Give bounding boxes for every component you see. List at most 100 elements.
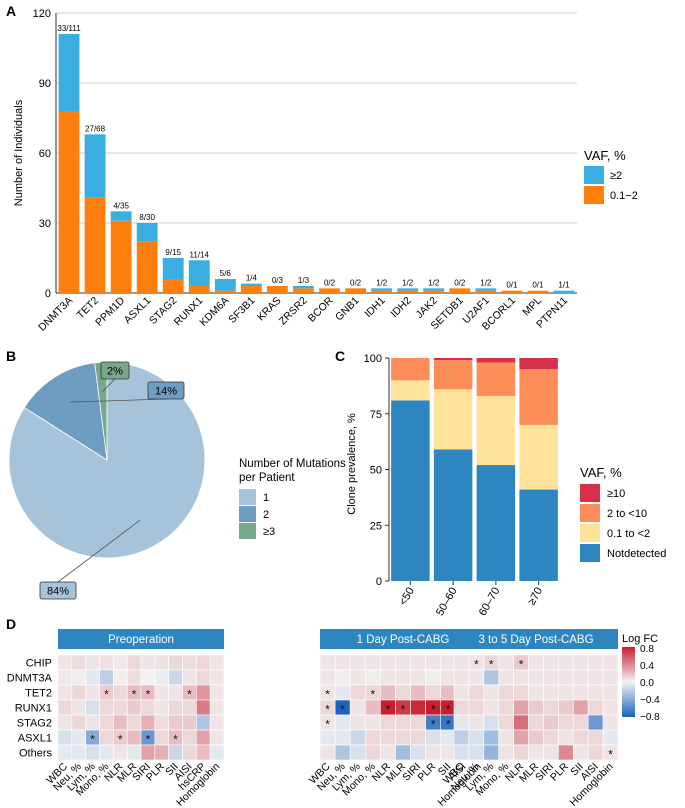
heatmap-cell [182, 654, 197, 671]
legend-title: Log FC [622, 633, 658, 645]
bar-high-vaf [475, 288, 497, 291]
stack-segment [391, 358, 430, 381]
heatmap-cell [364, 714, 381, 731]
heatmap-cell [71, 729, 86, 746]
legend-tick-1: 0.4 [640, 661, 654, 672]
heatmap-cell [113, 744, 128, 761]
heatmap-cell [543, 654, 559, 671]
bar-low-vaf [319, 288, 340, 293]
legend-swatch-1 [239, 489, 256, 505]
significance-star: * [474, 658, 479, 672]
bar-high-vaf [293, 286, 314, 289]
heatmap-cell [99, 669, 114, 686]
pie-leader-line [70, 398, 167, 403]
heatmap-cell [410, 654, 426, 671]
y-axis-label: Clone prevalence, % [346, 413, 358, 515]
heatmap-cell [380, 744, 396, 761]
heatmap-cell [558, 684, 574, 701]
heatmap-cell [395, 654, 411, 671]
heatmap-cell [440, 744, 457, 761]
vaf-legend: VAF, % ≥2 0.1−2 [584, 148, 638, 204]
heatmap-cell [209, 714, 225, 731]
heatmap-cell [182, 729, 197, 746]
heatmap-cell [425, 729, 442, 746]
panel-label-b: B [6, 348, 16, 364]
heatmap-cell [468, 744, 485, 761]
heatmap-cell [168, 744, 183, 761]
heatmap-cell [209, 744, 225, 761]
stack-segment [433, 449, 473, 581]
heatmap-cell [349, 714, 366, 731]
heatmap-cell [572, 654, 589, 671]
heatmap-cell [380, 729, 396, 746]
heatmap-cell [71, 714, 86, 731]
heatmap-chart: CHIP DNMT3A TET2 RUNX1 STAG2 ASXL1 Others Preop… [7, 629, 619, 808]
heatmap-cell [85, 684, 100, 701]
x-tick-label: ≥70 [526, 586, 546, 608]
legend-title-line1: Number of Mutations [239, 458, 346, 470]
heatmap-cell [513, 714, 529, 731]
heatmap-cell [209, 669, 225, 686]
legend-entry-ge2: ≥2 [610, 170, 622, 182]
heatmap-cell [57, 714, 73, 731]
heatmap-cell [410, 744, 426, 761]
legend-entry-low: 0.1−2 [610, 190, 638, 202]
bar-data-label: 11/14 [190, 250, 210, 259]
heatmap-cell [196, 669, 211, 686]
heatmap-panel-header [320, 629, 486, 649]
bar-data-label: 1/2 [376, 278, 388, 287]
heatmap-cell [71, 654, 86, 671]
heatmap-cell [57, 669, 73, 686]
heatmap-row-label: STAG2 [17, 718, 52, 730]
y-tick-label: 50 [370, 465, 382, 477]
y-tick-label: 60 [39, 148, 51, 160]
legend-swatch-ge10 [580, 484, 600, 502]
heatmap-cell [99, 699, 114, 716]
heatmap-cell [57, 654, 73, 671]
bar-low-vaf [110, 220, 132, 293]
heatmap-cell [602, 744, 619, 761]
bar-data-label: 33/111 [57, 24, 81, 33]
bar-low-vaf [449, 288, 471, 293]
heatmap-cell [196, 744, 211, 761]
pie-label: 14% [155, 386, 177, 398]
heatmap-cell [453, 729, 470, 746]
legend-colorbar [622, 647, 635, 717]
heatmap-cell [182, 744, 197, 761]
x-tick-label: KDM6A [197, 295, 231, 329]
panel-label-c: C [335, 348, 345, 364]
heatmap-cell [602, 699, 619, 716]
heatmap-cell [498, 684, 514, 701]
heatmap-cell [498, 729, 514, 746]
logfc-legend: Log FC 0.8 0.4 0.0 −0.4 −0.8 [622, 633, 660, 723]
heatmap-cell [498, 669, 514, 686]
legend-title-line2: per Patient [239, 472, 295, 484]
pie-label: 2% [107, 366, 123, 378]
bar-data-label: 1/1 [558, 281, 570, 290]
legend-tick-2: 0.0 [640, 678, 654, 689]
legend-entry-1: 1 [263, 492, 269, 504]
heatmap-cell [85, 699, 100, 716]
pie-label-box [147, 381, 185, 400]
significance-star: * [146, 733, 151, 747]
heatmap-cell [513, 729, 529, 746]
bar-low-vaf [345, 288, 366, 293]
x-tick-label: ZRSR2 [277, 295, 310, 328]
significance-star: * [173, 733, 178, 747]
significance-star: * [90, 733, 95, 747]
heatmap-panel-title: 1 Day Post-CABG [357, 634, 450, 646]
significance-star: * [401, 703, 406, 717]
bar-high-vaf [188, 260, 210, 286]
bar-low-vaf [397, 290, 419, 293]
bar-high-vaf [371, 288, 393, 291]
bar-high-vaf [240, 283, 262, 286]
bar-low-vaf [162, 279, 184, 293]
heatmap-cell [319, 744, 336, 761]
significance-star: * [325, 688, 330, 702]
x-tick-label: IDH1 [362, 295, 388, 321]
heatmap-cell [453, 714, 470, 731]
panel-label-d: D [6, 616, 16, 632]
heatmap-cell [543, 669, 559, 686]
heatmap-cell [209, 684, 225, 701]
heatmap-cell [99, 744, 114, 761]
